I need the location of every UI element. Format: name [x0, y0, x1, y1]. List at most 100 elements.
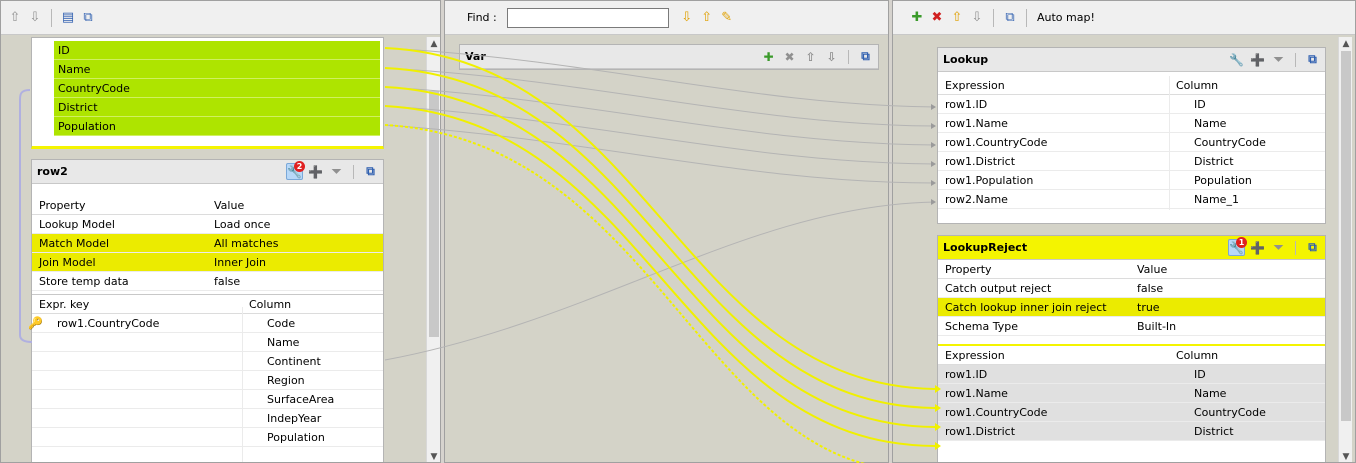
lookup-row-district[interactable]: row1.District District: [938, 152, 1325, 171]
row2-props-header: Property Value: [32, 196, 383, 215]
input-scrollbar[interactable]: ▲ ▼: [426, 37, 440, 462]
key-row-surfacearea[interactable]: SurfaceArea: [32, 390, 383, 409]
header-separator: [353, 164, 354, 179]
var-table: Var ✚ ✖ ⇧ ⇩ ⧉: [459, 44, 879, 70]
toolbar-separator: [993, 8, 994, 27]
prop-row-catch-lookup-inner-join-reject[interactable]: Catch lookup inner join reject true: [938, 298, 1325, 317]
row2-badge: 2: [294, 161, 305, 172]
reject-row-name[interactable]: row1.Name Name: [938, 384, 1325, 403]
key-row-indepyear[interactable]: IndepYear: [32, 409, 383, 428]
find-input[interactable]: [506, 7, 669, 28]
move-up-icon[interactable]: ⇧: [951, 9, 963, 25]
var-header: Var ✚ ✖ ⇧ ⇩ ⧉: [460, 45, 878, 69]
input-column-id[interactable]: ID: [54, 41, 380, 60]
column-divider: [1169, 76, 1170, 210]
key-row-name[interactable]: Name: [32, 333, 383, 352]
input-column-name[interactable]: Name: [54, 60, 380, 79]
toolbar-separator: [1026, 8, 1027, 27]
reject-row-countrycode[interactable]: row1.CountryCode CountryCode: [938, 403, 1325, 422]
scroll-down-icon[interactable]: ▼: [1342, 452, 1350, 462]
lookup-row-id[interactable]: row1.ID ID: [938, 95, 1325, 114]
reject-row-id[interactable]: row1.ID ID: [938, 365, 1325, 384]
move-up-icon[interactable]: ⇧: [805, 49, 816, 64]
move-down-icon[interactable]: ⇩: [29, 9, 41, 25]
output-scrollbar[interactable]: ▲ ▼: [1338, 37, 1352, 462]
row2-header: row2 🔧 2 ➕ ⏷ ⧉: [32, 160, 383, 184]
header-separator: [1295, 240, 1296, 255]
output-toolbar: ✚ ✖ ⇧ ⇩ ⧉ Auto map!: [893, 1, 1355, 35]
minimize-icon[interactable]: ⧉: [1005, 9, 1015, 25]
header-separator: [1295, 52, 1296, 67]
row2-table: row2 🔧 2 ➕ ⏷ ⧉ Property Value Lookup Mod…: [28, 159, 384, 462]
scroll-up-icon[interactable]: ▲: [430, 39, 438, 49]
key-row-region[interactable]: Region: [32, 371, 383, 390]
add-filter-icon[interactable]: ➕: [1250, 240, 1265, 255]
minimize-icon[interactable]: ⧉: [83, 9, 93, 25]
prop-row-catch-output-reject[interactable]: Catch output reject false: [938, 279, 1325, 298]
prop-row-store-temp-data[interactable]: Store temp data false: [32, 272, 383, 291]
key-row-population[interactable]: Population: [32, 428, 383, 447]
input-area: ⇧ ⇩ ▤ ⧉ ID Name CountryCode District Pop…: [0, 0, 441, 463]
auto-map-button[interactable]: Auto map!: [1037, 11, 1095, 24]
lookup-row-countrycode[interactable]: row1.CountryCode CountryCode: [938, 133, 1325, 152]
filter-icon[interactable]: ⏷: [1273, 240, 1284, 254]
lookup-table-header: Expression Column: [938, 76, 1325, 95]
lookup-row-name-1[interactable]: row2.Name Name_1: [938, 190, 1325, 209]
table-icon[interactable]: ▤: [61, 9, 75, 25]
highlight-icon[interactable]: ✎: [721, 9, 733, 25]
settings-icon[interactable]: 🔧: [1229, 52, 1244, 67]
reject-row-district[interactable]: row1.District District: [938, 422, 1325, 441]
minimize-icon[interactable]: ⧉: [1308, 240, 1317, 254]
keys-header: Expr. key Column: [32, 295, 383, 314]
lookup-row-name[interactable]: row1.Name Name: [938, 114, 1325, 133]
find-previous-icon[interactable]: ⇧: [701, 9, 713, 25]
filter-icon[interactable]: ⏷: [1273, 52, 1284, 66]
settings-icon[interactable]: 🔧 1: [1228, 237, 1247, 256]
remove-output-icon[interactable]: ✖: [931, 9, 943, 25]
find-next-icon[interactable]: ⇩: [681, 9, 693, 25]
minimize-icon[interactable]: ⧉: [1308, 52, 1317, 66]
input-toolbar: ⇧ ⇩ ▤ ⧉: [1, 1, 440, 35]
reject-badge: 1: [1236, 237, 1247, 248]
lookupreject-output-table: LookupReject 🔧 1 ➕ ⏷ ⧉ Property Value Ca…: [937, 235, 1326, 462]
output-area: ✚ ✖ ⇧ ⇩ ⧉ Auto map! Lookup 🔧 ➕ ⏷ ⧉ Expre…: [892, 0, 1356, 463]
scroll-thumb[interactable]: [429, 91, 439, 337]
lookupreject-header: LookupReject 🔧 1 ➕ ⏷ ⧉: [938, 236, 1325, 260]
row1-table: ID Name CountryCode District Population: [31, 37, 384, 149]
scroll-down-icon[interactable]: ▼: [430, 452, 438, 462]
prop-row-schema-type[interactable]: Schema Type Built-In: [938, 317, 1325, 336]
prop-row-lookup-model[interactable]: Lookup Model Load once: [32, 215, 383, 234]
toolbar-separator: [51, 8, 52, 27]
lookup-settings-icon[interactable]: 🔧 2: [286, 161, 305, 180]
lookup-header: Lookup 🔧 ➕ ⏷ ⧉: [938, 48, 1325, 72]
add-filter-icon[interactable]: ➕: [1250, 52, 1265, 67]
add-output-icon[interactable]: ✚: [911, 9, 923, 25]
reject-table-header: Expression Column: [938, 346, 1325, 365]
reject-props-header: Property Value: [938, 260, 1325, 279]
move-down-icon[interactable]: ⇩: [826, 49, 837, 64]
lookup-output-table: Lookup 🔧 ➕ ⏷ ⧉ Expression Column row1.ID…: [937, 47, 1326, 224]
move-down-icon[interactable]: ⇩: [971, 9, 983, 25]
filter-icon[interactable]: ⏷: [331, 164, 342, 178]
add-icon[interactable]: ✚: [763, 49, 774, 64]
key-row-code[interactable]: 🔑 row1.CountryCode Code: [28, 314, 383, 333]
input-column-population[interactable]: Population: [54, 117, 380, 136]
move-up-icon[interactable]: ⇧: [9, 9, 21, 25]
minimize-icon[interactable]: ⧉: [366, 164, 375, 178]
header-separator: [848, 49, 849, 64]
row2-title: row2: [37, 165, 68, 178]
prop-row-match-model[interactable]: Match Model All matches: [32, 234, 383, 253]
scroll-thumb[interactable]: [1341, 51, 1351, 421]
prop-row-join-model[interactable]: Join Model Inner Join: [32, 253, 383, 272]
add-filter-icon[interactable]: ➕: [308, 164, 323, 179]
column-divider: [242, 307, 243, 462]
lookup-row-population[interactable]: row1.Population Population: [938, 171, 1325, 190]
minimize-icon[interactable]: ⧉: [861, 49, 870, 63]
scroll-up-icon[interactable]: ▲: [1342, 39, 1350, 49]
remove-icon[interactable]: ✖: [784, 49, 795, 64]
input-column-countrycode[interactable]: CountryCode: [54, 79, 380, 98]
var-area: Find : ⇩ ⇧ ✎ Var ✚ ✖ ⇧ ⇩ ⧉: [444, 0, 889, 463]
key-row-continent[interactable]: Continent: [32, 352, 383, 371]
input-column-district[interactable]: District: [54, 98, 380, 117]
var-toolbar: Find : ⇩ ⇧ ✎: [445, 1, 888, 35]
